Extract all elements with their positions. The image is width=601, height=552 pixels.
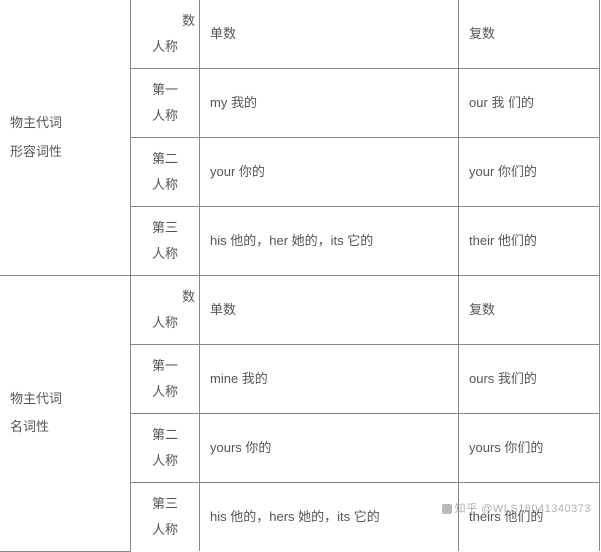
plural-header: 复数 (459, 0, 600, 69)
person-cell: 第三 人称 (131, 483, 200, 552)
watermark: 知乎 @WLS18041340373 (442, 500, 591, 516)
zhihu-icon (442, 504, 452, 514)
category-line2: 名词性 (10, 419, 49, 434)
pronoun-table: 物主代词 形容词性 数 人称 单数 复数 第一 人称 my 我的 our 我 们… (0, 0, 600, 552)
category-cell: 物主代词 名词性 (0, 276, 131, 552)
plural-cell: theirs 他们的 (459, 483, 600, 552)
singular-header: 单数 (200, 0, 459, 69)
singular-cell: mine 我的 (200, 345, 459, 414)
category-line2: 形容词性 (10, 144, 62, 159)
person-cell: 第三 人称 (131, 207, 200, 276)
watermark-handle: @WLS18041340373 (481, 503, 591, 515)
person-header: 数 人称 (131, 0, 200, 69)
plural-cell: their 他们的 (459, 207, 600, 276)
singular-cell: your 你的 (200, 138, 459, 207)
plural-cell: your 你们的 (459, 138, 600, 207)
watermark-label: 知乎 (455, 503, 478, 515)
singular-header: 单数 (200, 276, 459, 345)
person-cell: 第一 人称 (131, 345, 200, 414)
person-cell: 第二 人称 (131, 138, 200, 207)
category-cell: 物主代词 形容词性 (0, 0, 131, 276)
singular-cell: his 他的，hers 她的，its 它的 (200, 483, 459, 552)
person-cell: 第二 人称 (131, 414, 200, 483)
person-cell: 第一 人称 (131, 69, 200, 138)
singular-cell: my 我的 (200, 69, 459, 138)
singular-cell: yours 你的 (200, 414, 459, 483)
person-header: 数 人称 (131, 276, 200, 345)
plural-cell: ours 我们的 (459, 345, 600, 414)
category-line1: 物主代词 (10, 391, 62, 406)
plural-header: 复数 (459, 276, 600, 345)
category-line1: 物主代词 (10, 115, 62, 130)
singular-cell: his 他的，her 她的，its 它的 (200, 207, 459, 276)
plural-cell: our 我 们的 (459, 69, 600, 138)
plural-cell: yours 你们的 (459, 414, 600, 483)
